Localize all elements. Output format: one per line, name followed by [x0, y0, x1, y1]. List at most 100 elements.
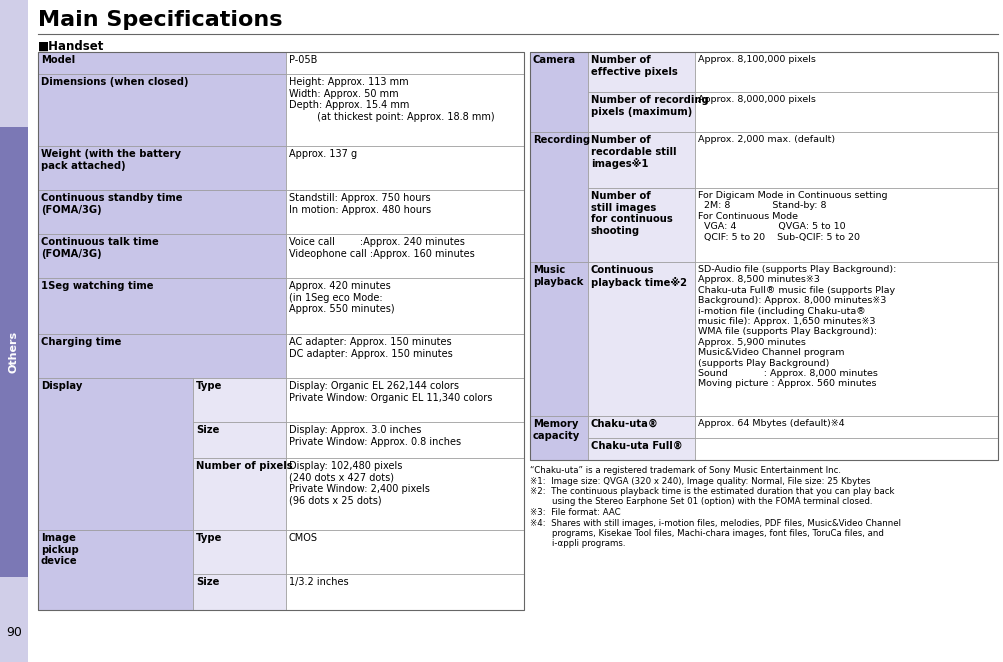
Text: 1Seg watching time: 1Seg watching time — [41, 281, 153, 291]
FancyBboxPatch shape — [530, 52, 588, 132]
FancyBboxPatch shape — [588, 188, 694, 262]
Text: Charging time: Charging time — [41, 337, 121, 347]
Text: Number of
still images
for continuous
shooting: Number of still images for continuous sh… — [591, 191, 672, 236]
FancyBboxPatch shape — [193, 422, 286, 458]
Text: CMOS: CMOS — [289, 533, 318, 543]
FancyBboxPatch shape — [286, 574, 524, 610]
Text: Camera: Camera — [533, 55, 576, 65]
Text: Recording: Recording — [533, 135, 590, 145]
FancyBboxPatch shape — [588, 52, 694, 92]
Text: Display: Display — [41, 381, 82, 391]
FancyBboxPatch shape — [38, 74, 286, 146]
Text: ※4:  Shares with still images, i-motion files, melodies, PDF files, Music&Video : ※4: Shares with still images, i-motion f… — [530, 518, 900, 528]
Text: Number of recording
pixels (maximum): Number of recording pixels (maximum) — [591, 95, 708, 117]
FancyBboxPatch shape — [530, 416, 588, 460]
Text: ※2:  The continuous playback time is the estimated duration that you can play ba: ※2: The continuous playback time is the … — [530, 487, 894, 496]
Text: Dimensions (when closed): Dimensions (when closed) — [41, 77, 189, 87]
FancyBboxPatch shape — [530, 132, 588, 262]
FancyBboxPatch shape — [286, 52, 524, 74]
Text: Voice call        :Approx. 240 minutes
Videophone call :Approx. 160 minutes: Voice call :Approx. 240 minutes Videopho… — [289, 237, 474, 259]
Text: programs, Kisekae Tool files, Machi-chara images, font files, ToruCa files, and: programs, Kisekae Tool files, Machi-char… — [530, 529, 883, 538]
FancyBboxPatch shape — [286, 74, 524, 146]
Text: Number of
recordable still
images※1: Number of recordable still images※1 — [591, 135, 676, 169]
FancyBboxPatch shape — [588, 132, 694, 188]
FancyBboxPatch shape — [530, 262, 588, 416]
FancyBboxPatch shape — [694, 188, 997, 262]
Text: Size: Size — [196, 425, 220, 435]
FancyBboxPatch shape — [286, 530, 524, 574]
FancyBboxPatch shape — [286, 334, 524, 378]
Text: Number of
effective pixels: Number of effective pixels — [591, 55, 677, 77]
Text: Main Specifications: Main Specifications — [38, 10, 282, 30]
FancyBboxPatch shape — [38, 234, 286, 278]
FancyBboxPatch shape — [588, 262, 694, 416]
FancyBboxPatch shape — [38, 190, 286, 234]
Text: Type: Type — [196, 381, 222, 391]
FancyBboxPatch shape — [694, 416, 997, 438]
FancyBboxPatch shape — [38, 378, 193, 530]
Text: Memory
capacity: Memory capacity — [533, 419, 580, 441]
Text: Approx. 64 Mbytes (default)※4: Approx. 64 Mbytes (default)※4 — [697, 419, 844, 428]
Text: i-αppli programs.: i-αppli programs. — [530, 540, 625, 549]
Text: ※3:  File format: AAC: ※3: File format: AAC — [530, 508, 620, 517]
Text: Approx. 420 minutes
(in 1Seg eco Mode:
Approx. 550 minutes): Approx. 420 minutes (in 1Seg eco Mode: A… — [289, 281, 394, 314]
Text: Continuous talk time
(FOMA/3G): Continuous talk time (FOMA/3G) — [41, 237, 158, 259]
Text: using the Stereo Earphone Set 01 (option) with the FOMA terminal closed.: using the Stereo Earphone Set 01 (option… — [530, 498, 872, 506]
Text: Approx. 8,100,000 pixels: Approx. 8,100,000 pixels — [697, 55, 815, 64]
FancyBboxPatch shape — [286, 378, 524, 422]
FancyBboxPatch shape — [286, 458, 524, 530]
FancyBboxPatch shape — [38, 146, 286, 190]
Text: Approx. 8,000,000 pixels: Approx. 8,000,000 pixels — [697, 95, 815, 104]
FancyBboxPatch shape — [193, 458, 286, 530]
Text: Music
playback: Music playback — [533, 265, 583, 287]
FancyBboxPatch shape — [694, 438, 997, 460]
FancyBboxPatch shape — [286, 190, 524, 234]
FancyBboxPatch shape — [38, 278, 286, 334]
Text: 1/3.2 inches: 1/3.2 inches — [289, 577, 348, 587]
FancyBboxPatch shape — [38, 530, 193, 610]
FancyBboxPatch shape — [286, 146, 524, 190]
FancyBboxPatch shape — [694, 92, 997, 132]
Text: Image
pickup
device: Image pickup device — [41, 533, 78, 566]
Text: ※1:  Image size: QVGA (320 x 240), Image quality: Normal, File size: 25 Kbytes: ※1: Image size: QVGA (320 x 240), Image … — [530, 477, 870, 485]
FancyBboxPatch shape — [588, 416, 694, 438]
FancyBboxPatch shape — [193, 574, 286, 610]
Text: ■Handset: ■Handset — [38, 40, 104, 53]
FancyBboxPatch shape — [0, 0, 28, 662]
Text: AC adapter: Approx. 150 minutes
DC adapter: Approx. 150 minutes: AC adapter: Approx. 150 minutes DC adapt… — [289, 337, 452, 359]
Text: Type: Type — [196, 533, 222, 543]
FancyBboxPatch shape — [286, 234, 524, 278]
Text: Height: Approx. 113 mm
Width: Approx. 50 mm
Depth: Approx. 15.4 mm
         (at : Height: Approx. 113 mm Width: Approx. 50… — [289, 77, 494, 122]
FancyBboxPatch shape — [588, 92, 694, 132]
Text: Continuous
playback time※2: Continuous playback time※2 — [591, 265, 686, 288]
Text: Approx. 2,000 max. (default): Approx. 2,000 max. (default) — [697, 135, 834, 144]
Text: Continuous standby time
(FOMA/3G): Continuous standby time (FOMA/3G) — [41, 193, 183, 214]
Text: Number of pixels: Number of pixels — [196, 461, 292, 471]
FancyBboxPatch shape — [193, 378, 286, 422]
FancyBboxPatch shape — [0, 127, 28, 577]
Text: Approx. 137 g: Approx. 137 g — [289, 149, 357, 159]
Text: “Chaku-uta” is a registered trademark of Sony Music Entertainment Inc.: “Chaku-uta” is a registered trademark of… — [530, 466, 841, 475]
Text: Chaku-uta Full®: Chaku-uta Full® — [591, 441, 682, 451]
Text: P-05B: P-05B — [289, 55, 317, 65]
FancyBboxPatch shape — [694, 52, 997, 92]
FancyBboxPatch shape — [38, 52, 286, 74]
Text: Weight (with the battery
pack attached): Weight (with the battery pack attached) — [41, 149, 181, 171]
Text: Display: 102,480 pixels
(240 dots x 427 dots)
Private Window: 2,400 pixels
(96 d: Display: 102,480 pixels (240 dots x 427 … — [289, 461, 429, 506]
Text: Display: Organic EL 262,144 colors
Private Window: Organic EL 11,340 colors: Display: Organic EL 262,144 colors Priva… — [289, 381, 491, 402]
Text: Others: Others — [9, 331, 19, 373]
Text: Model: Model — [41, 55, 75, 65]
FancyBboxPatch shape — [588, 438, 694, 460]
FancyBboxPatch shape — [286, 422, 524, 458]
Text: 90: 90 — [6, 626, 22, 639]
FancyBboxPatch shape — [38, 334, 286, 378]
FancyBboxPatch shape — [694, 132, 997, 188]
Text: For Digicam Mode in Continuous setting
  2M: 8              Stand-by: 8
For Cont: For Digicam Mode in Continuous setting 2… — [697, 191, 887, 242]
Text: Standstill: Approx. 750 hours
In motion: Approx. 480 hours: Standstill: Approx. 750 hours In motion:… — [289, 193, 430, 214]
FancyBboxPatch shape — [193, 530, 286, 574]
Text: Size: Size — [196, 577, 220, 587]
Text: Chaku-uta®: Chaku-uta® — [591, 419, 658, 429]
Text: Display: Approx. 3.0 inches
Private Window: Approx. 0.8 inches: Display: Approx. 3.0 inches Private Wind… — [289, 425, 460, 447]
Text: SD-Audio file (supports Play Background):
Approx. 8,500 minutes※3
Chaku-uta Full: SD-Audio file (supports Play Background)… — [697, 265, 896, 389]
FancyBboxPatch shape — [694, 262, 997, 416]
